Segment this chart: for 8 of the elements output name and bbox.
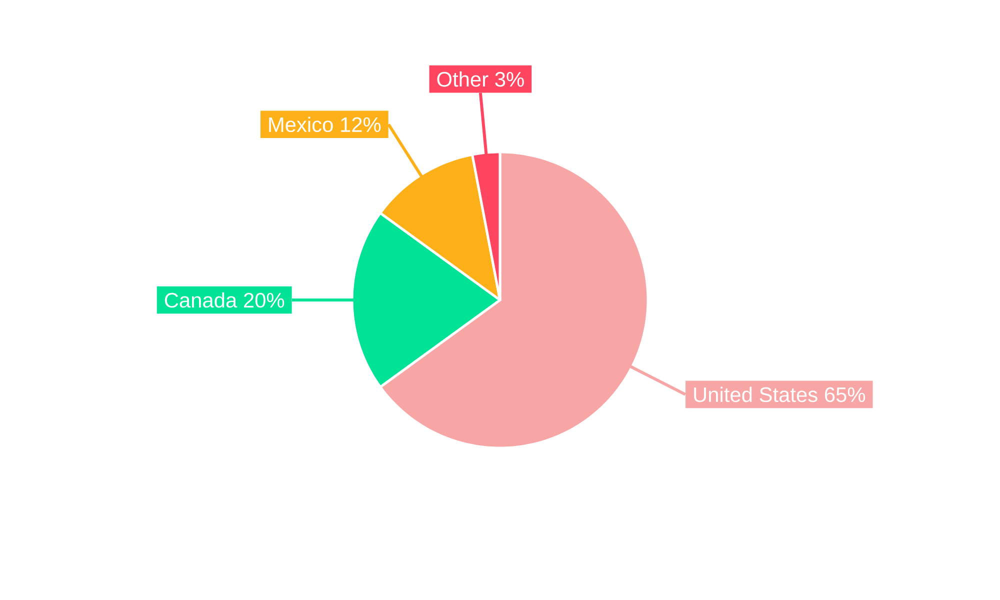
data-label: 65%	[824, 387, 866, 402]
slice-label: Canada	[164, 292, 238, 308]
slice-label: Other	[437, 71, 488, 87]
data-label: 12%	[341, 117, 381, 132]
data-label: 20%	[244, 292, 284, 308]
slice-label: United States	[694, 386, 818, 402]
data-label: 3%	[495, 72, 524, 87]
slice-label: Mexico	[269, 116, 333, 132]
